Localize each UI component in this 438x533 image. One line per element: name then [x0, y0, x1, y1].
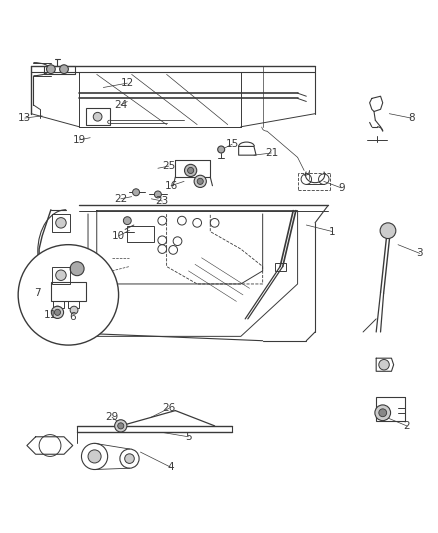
Text: 6: 6	[69, 312, 76, 322]
Circle shape	[115, 420, 127, 432]
Circle shape	[60, 65, 68, 74]
Circle shape	[70, 262, 84, 276]
Circle shape	[56, 270, 66, 280]
Circle shape	[133, 189, 140, 196]
Bar	[376, 398, 405, 422]
Text: 7: 7	[35, 288, 41, 298]
Text: 10: 10	[112, 231, 125, 241]
Text: 11: 11	[44, 310, 57, 319]
Circle shape	[93, 112, 102, 121]
Text: 3: 3	[417, 248, 423, 259]
Circle shape	[70, 306, 78, 314]
Circle shape	[88, 450, 101, 463]
Text: 24: 24	[114, 100, 127, 110]
Text: 19: 19	[73, 135, 86, 145]
Circle shape	[56, 217, 66, 228]
Circle shape	[375, 405, 391, 421]
Circle shape	[53, 306, 61, 314]
Bar	[52, 266, 70, 284]
Text: 15: 15	[226, 139, 239, 149]
Bar	[275, 263, 286, 271]
Circle shape	[46, 65, 55, 74]
Circle shape	[154, 191, 161, 198]
Circle shape	[380, 223, 396, 239]
Text: 4: 4	[168, 462, 174, 472]
Text: 2: 2	[403, 421, 410, 431]
Circle shape	[184, 164, 197, 176]
Circle shape	[379, 359, 389, 370]
Text: 23: 23	[155, 196, 169, 206]
Circle shape	[194, 175, 206, 188]
Text: 9: 9	[338, 183, 345, 193]
Text: 29: 29	[106, 412, 119, 422]
Circle shape	[125, 454, 134, 463]
Circle shape	[18, 245, 119, 345]
Bar	[53, 302, 64, 308]
Text: 26: 26	[162, 403, 175, 414]
Circle shape	[124, 217, 131, 224]
Circle shape	[379, 409, 387, 417]
Text: 13: 13	[18, 113, 32, 123]
Text: 16: 16	[164, 181, 177, 191]
Bar	[51, 282, 86, 302]
Bar	[52, 214, 70, 231]
Bar	[68, 302, 79, 308]
Circle shape	[187, 167, 194, 174]
Circle shape	[118, 423, 124, 429]
Text: 22: 22	[114, 194, 127, 204]
Circle shape	[51, 306, 64, 318]
Text: 25: 25	[162, 161, 175, 171]
Text: 8: 8	[408, 113, 414, 123]
Circle shape	[218, 146, 225, 153]
Bar	[86, 108, 110, 125]
Circle shape	[197, 179, 203, 184]
Text: 1: 1	[329, 227, 336, 237]
Circle shape	[54, 309, 60, 316]
Text: 21: 21	[265, 148, 278, 158]
Text: 5: 5	[185, 432, 192, 442]
Bar	[127, 226, 153, 243]
Text: 12: 12	[121, 78, 134, 88]
